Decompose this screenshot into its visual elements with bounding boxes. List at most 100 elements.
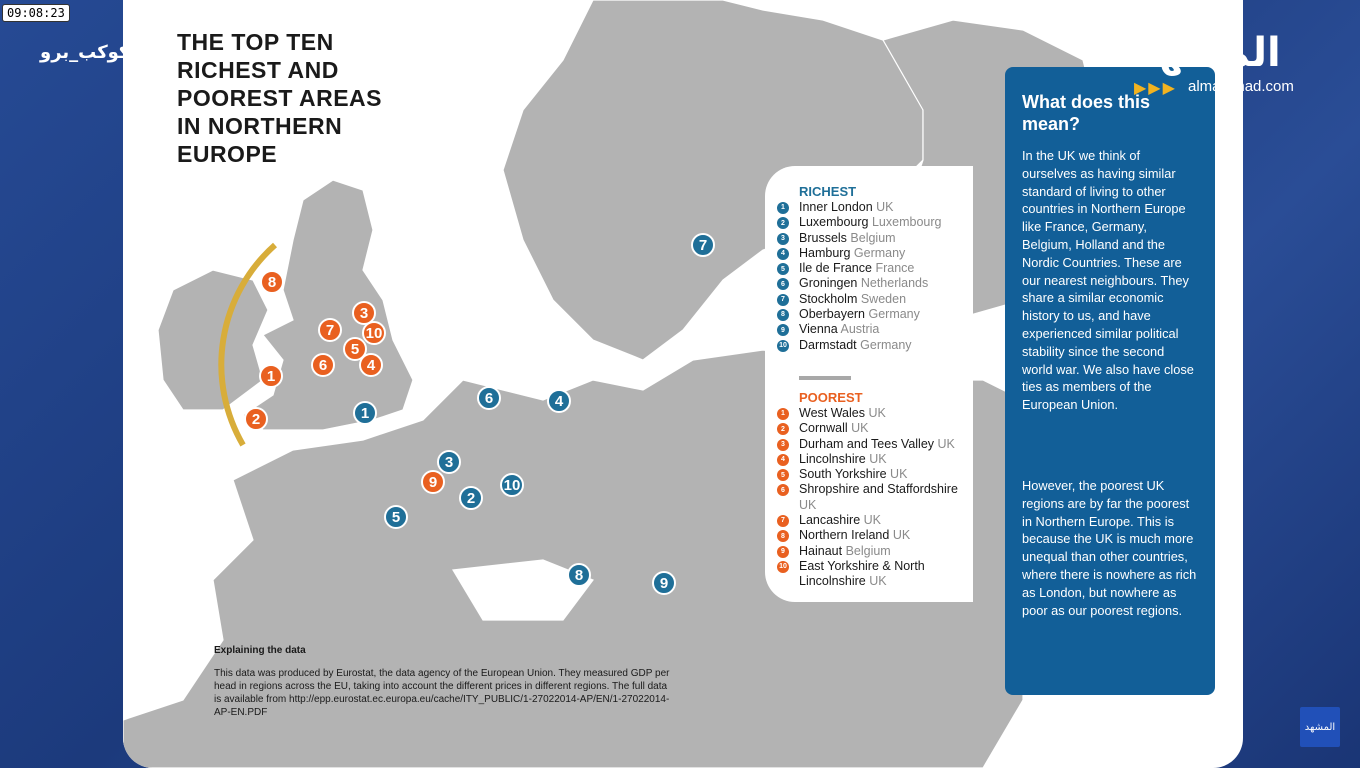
legend-item: 6 Shropshire and Staffordshire UK — [777, 482, 973, 513]
map-marker-rich-9: 9 — [652, 571, 676, 595]
legend-number-badge: 8 — [777, 309, 789, 322]
legend-item: 1 Inner London UK — [777, 200, 941, 215]
legend-number-badge: 4 — [777, 247, 789, 260]
legend-place: South Yorkshire — [799, 467, 891, 482]
legend-place: Lancashire — [799, 513, 864, 528]
map-marker-rich-2: 2 — [459, 486, 483, 510]
channel-badge: المشهد — [1300, 707, 1340, 747]
legend-item: 10 East Yorkshire & North Lincolnshire UK — [777, 559, 973, 590]
map-marker-poor-3: 3 — [352, 301, 376, 325]
legend-number-badge: 5 — [777, 469, 789, 482]
legend-number-badge: 4 — [777, 453, 789, 466]
legend-number-badge: 10 — [777, 560, 789, 573]
map-marker-rich-3: 3 — [437, 450, 461, 474]
legend-country: Sweden — [860, 291, 907, 306]
clock-overlay: 09:08:23 — [2, 4, 70, 22]
legend-country: France — [875, 261, 915, 276]
infographic-card: THE TOP TEN RICHEST AND POOREST AREAS IN… — [123, 0, 1243, 768]
richest-heading: RICHEST — [799, 184, 857, 199]
legend-place: East Yorkshire & North Lincolnshire — [799, 558, 925, 589]
explain-heading: Explaining the data — [214, 645, 306, 656]
legend-country: Austria — [840, 322, 880, 337]
legend-country: Germany — [868, 307, 920, 322]
legend-place: Luxembourg — [799, 215, 872, 230]
legend-item: 1 West Wales UK — [777, 406, 973, 421]
brand-url: almashhad.com — [1188, 78, 1294, 95]
legend-item: 2 Luxembourg Luxembourg — [777, 215, 941, 230]
infographic-title: THE TOP TEN RICHEST AND POOREST AREAS IN… — [177, 29, 383, 167]
info-panel: What does this mean? In the UK we think … — [1005, 67, 1215, 695]
info-paragraph-1: In the UK we think of ourselves as havin… — [1022, 148, 1194, 413]
legend-place: Stockholm — [799, 291, 861, 306]
legend-item: 7 Lancashire UK — [777, 513, 973, 528]
legend-item: 7 Stockholm Sweden — [777, 292, 941, 307]
legend-number-badge: 3 — [777, 438, 789, 451]
legend-country: UK — [892, 528, 911, 543]
legend-country: Belgium — [850, 230, 896, 245]
legend-country: Netherlands — [860, 276, 929, 291]
channel-watermark: الكوكب_برو — [40, 42, 143, 63]
legend-number-badge: 2 — [777, 423, 789, 436]
legend-number-badge: 9 — [777, 324, 789, 337]
legend-item: 10 Darmstadt Germany — [777, 338, 941, 353]
legend-place: Oberbayern — [799, 307, 869, 322]
legend-country: Germany — [860, 337, 912, 352]
ireland-landmass — [157, 269, 269, 411]
map-marker-poor-1: 1 — [259, 364, 283, 388]
map-marker-rich-7: 7 — [691, 233, 715, 257]
legend-place: Cornwall — [799, 421, 852, 436]
legend-item: 6 Groningen Netherlands — [777, 276, 941, 291]
richest-list: 1 Inner London UK 2 Luxembourg Luxembourg 3 B… — [777, 200, 941, 353]
map-marker-poor-9: 9 — [421, 470, 445, 494]
map-marker-poor-7: 7 — [318, 318, 342, 342]
legend-number-badge: 7 — [777, 293, 789, 306]
legend-number-badge: 7 — [777, 515, 789, 528]
alps-region — [452, 559, 594, 621]
legend-number-badge: 5 — [777, 263, 789, 276]
legend-country: UK — [876, 200, 894, 214]
scandinavia-landmass — [502, 0, 924, 361]
legend-place: Hamburg — [799, 245, 854, 260]
legend-divider — [799, 376, 851, 380]
brand-arrows-icon: ▶▶▶ — [1134, 80, 1177, 97]
explain-body: This data was produced by Eurostat, the … — [214, 668, 670, 718]
legend-place: Northern Ireland — [799, 528, 893, 543]
map-marker-rich-6: 6 — [477, 386, 501, 410]
map-marker-rich-8: 8 — [567, 563, 591, 587]
legend-number-badge: 9 — [777, 545, 789, 558]
legend-place: Shropshire and Staffordshire — [799, 482, 958, 497]
legend-country: UK — [937, 436, 955, 451]
legend-number-badge: 1 — [777, 408, 789, 420]
legend-number-badge: 8 — [777, 530, 789, 543]
legend-country: UK — [851, 421, 869, 436]
map-marker-rich-10: 10 — [500, 473, 524, 497]
legend-panel: RICHEST 1 Inner London UK 2 Luxembourg Luxe… — [765, 166, 973, 602]
brand-logo: المشهد — [1135, 30, 1281, 76]
legend-place: Vienna — [799, 322, 841, 337]
legend-country: Germany — [853, 245, 906, 260]
legend-place: Durham and Tees Valley — [799, 436, 938, 451]
legend-item: 2 Cornwall UK — [777, 421, 973, 436]
legend-country: UK — [890, 467, 908, 482]
legend-place: Darmstadt — [799, 337, 861, 352]
legend-number-badge: 3 — [777, 232, 789, 245]
legend-item: 8 Oberbayern Germany — [777, 307, 941, 322]
legend-country: UK — [869, 451, 887, 466]
map-marker-rich-5: 5 — [384, 505, 408, 529]
info-title: What does this mean? — [1022, 92, 1151, 134]
legend-place: Lincolnshire — [799, 451, 870, 466]
legend-place: Groningen — [799, 276, 861, 291]
legend-number-badge: 2 — [777, 217, 789, 230]
legend-item: 9 Vienna Austria — [777, 322, 941, 337]
legend-item: 5 Ile de France France — [777, 261, 941, 276]
legend-number-badge: 1 — [777, 202, 789, 214]
map-marker-poor-2: 2 — [244, 407, 268, 431]
legend-place: Hainaut — [799, 543, 846, 558]
info-paragraph-2: However, the poorest UK regions are by f… — [1022, 478, 1197, 618]
legend-place: West Wales — [799, 406, 869, 420]
legend-number-badge: 6 — [777, 278, 789, 291]
great-britain-landmass — [241, 179, 414, 431]
legend-item: 4 Lincolnshire UK — [777, 452, 973, 467]
legend-item: 9 Hainaut Belgium — [777, 544, 973, 559]
legend-country: Belgium — [845, 543, 891, 558]
